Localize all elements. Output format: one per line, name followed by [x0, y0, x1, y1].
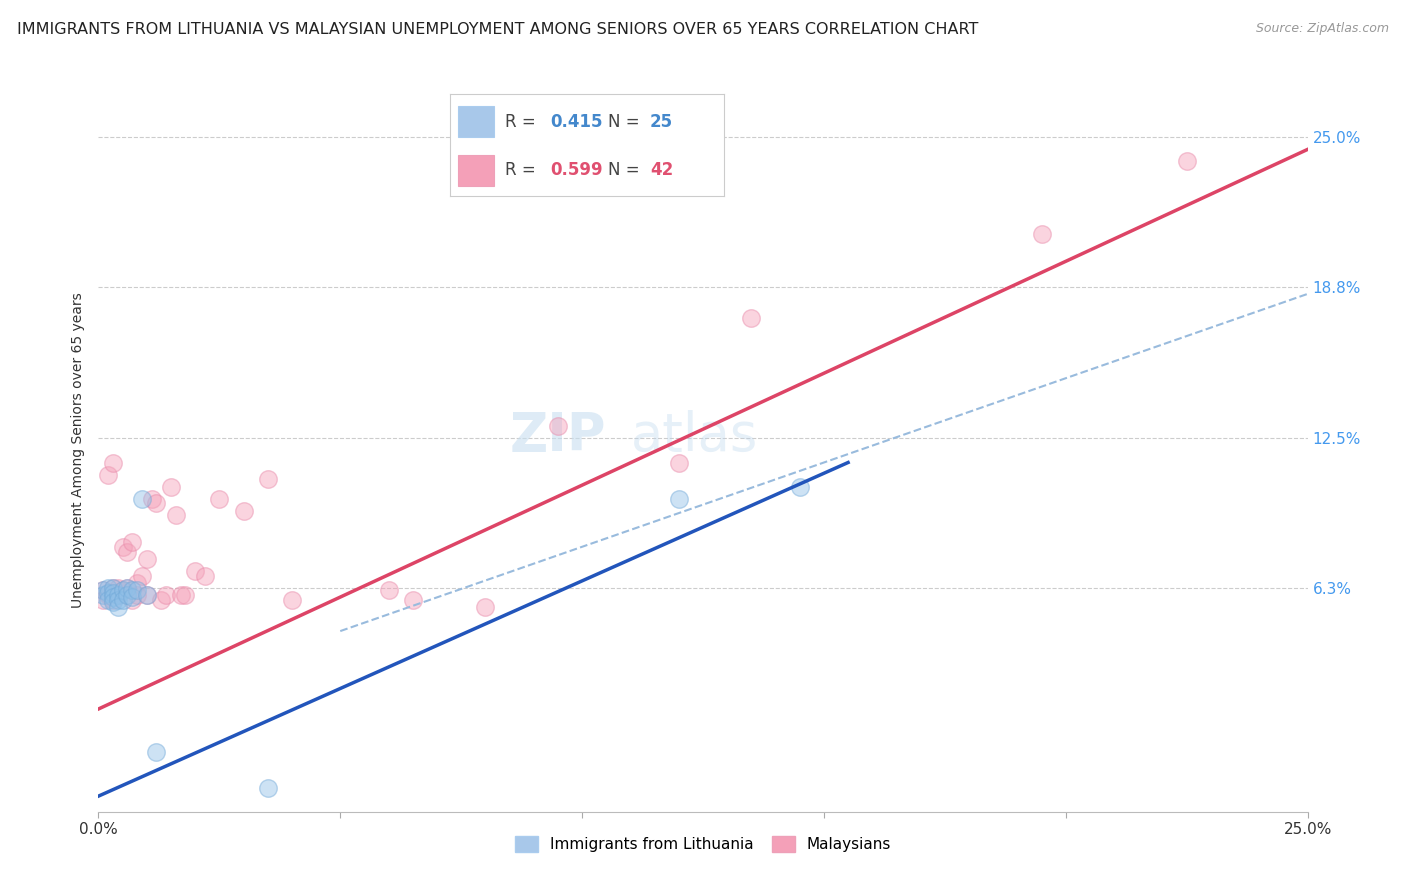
- Point: [135, 588, 157, 602]
- Text: N =: N =: [607, 161, 644, 178]
- Point: [145, 496, 167, 510]
- Text: Source: ZipAtlas.com: Source: ZipAtlas.com: [1256, 22, 1389, 36]
- Point: [135, 551, 157, 566]
- Legend: Immigrants from Lithuania, Malaysians: Immigrants from Lithuania, Malaysians: [509, 830, 897, 858]
- Point: [155, 588, 177, 602]
- Point: [165, 508, 187, 523]
- Point: [194, 568, 217, 582]
- Point: [547, 419, 569, 434]
- Point: [256, 780, 278, 795]
- Point: [101, 592, 124, 607]
- Point: [91, 583, 114, 598]
- Text: 25: 25: [650, 113, 673, 131]
- Point: [107, 588, 129, 602]
- Point: [121, 591, 143, 605]
- Point: [131, 491, 153, 506]
- Point: [101, 585, 124, 599]
- Point: [97, 467, 120, 482]
- Point: [117, 588, 139, 602]
- Point: [121, 583, 143, 598]
- Point: [97, 581, 120, 595]
- Y-axis label: Unemployment Among Seniors over 65 years: Unemployment Among Seniors over 65 years: [70, 293, 84, 608]
- FancyBboxPatch shape: [458, 155, 494, 186]
- Point: [107, 599, 129, 614]
- Point: [402, 592, 425, 607]
- Point: [160, 480, 183, 494]
- Point: [101, 591, 124, 605]
- Point: [474, 599, 496, 614]
- Text: ZIP: ZIP: [510, 410, 606, 462]
- Point: [184, 564, 207, 578]
- Point: [789, 480, 811, 494]
- Point: [141, 491, 163, 506]
- Point: [111, 592, 134, 607]
- Text: 42: 42: [650, 161, 673, 178]
- Point: [377, 583, 399, 598]
- Point: [121, 592, 143, 607]
- Point: [668, 455, 690, 469]
- Text: 0.599: 0.599: [550, 161, 603, 178]
- Point: [101, 595, 124, 609]
- Point: [150, 592, 173, 607]
- Point: [101, 455, 124, 469]
- Point: [668, 491, 690, 506]
- Point: [91, 592, 114, 607]
- Point: [174, 588, 197, 602]
- Text: IMMIGRANTS FROM LITHUANIA VS MALAYSIAN UNEMPLOYMENT AMONG SENIORS OVER 65 YEARS : IMMIGRANTS FROM LITHUANIA VS MALAYSIAN U…: [17, 22, 979, 37]
- Point: [169, 588, 191, 602]
- Point: [97, 585, 120, 599]
- Point: [127, 588, 149, 602]
- Point: [97, 592, 120, 607]
- Point: [97, 588, 120, 602]
- Point: [121, 535, 143, 549]
- Point: [131, 568, 153, 582]
- FancyBboxPatch shape: [458, 106, 494, 136]
- Point: [101, 581, 124, 595]
- Point: [117, 581, 139, 595]
- Text: atlas: atlas: [630, 410, 758, 462]
- Point: [256, 472, 278, 486]
- Point: [107, 581, 129, 595]
- Point: [111, 540, 134, 554]
- Point: [208, 491, 231, 506]
- Text: R =: R =: [505, 113, 541, 131]
- Point: [107, 588, 129, 602]
- Point: [117, 581, 139, 595]
- Point: [117, 544, 139, 558]
- Point: [232, 503, 254, 517]
- Point: [1175, 154, 1198, 169]
- Text: 0.415: 0.415: [550, 113, 603, 131]
- Point: [101, 581, 124, 595]
- Point: [740, 311, 762, 326]
- Point: [127, 576, 149, 591]
- Point: [145, 744, 167, 758]
- Point: [135, 588, 157, 602]
- Point: [91, 583, 114, 598]
- Point: [111, 583, 134, 598]
- Text: R =: R =: [505, 161, 541, 178]
- Point: [1031, 227, 1053, 241]
- Point: [91, 588, 114, 602]
- Point: [111, 583, 134, 598]
- Point: [281, 592, 304, 607]
- Point: [107, 592, 129, 607]
- Text: N =: N =: [607, 113, 644, 131]
- Point: [127, 583, 149, 598]
